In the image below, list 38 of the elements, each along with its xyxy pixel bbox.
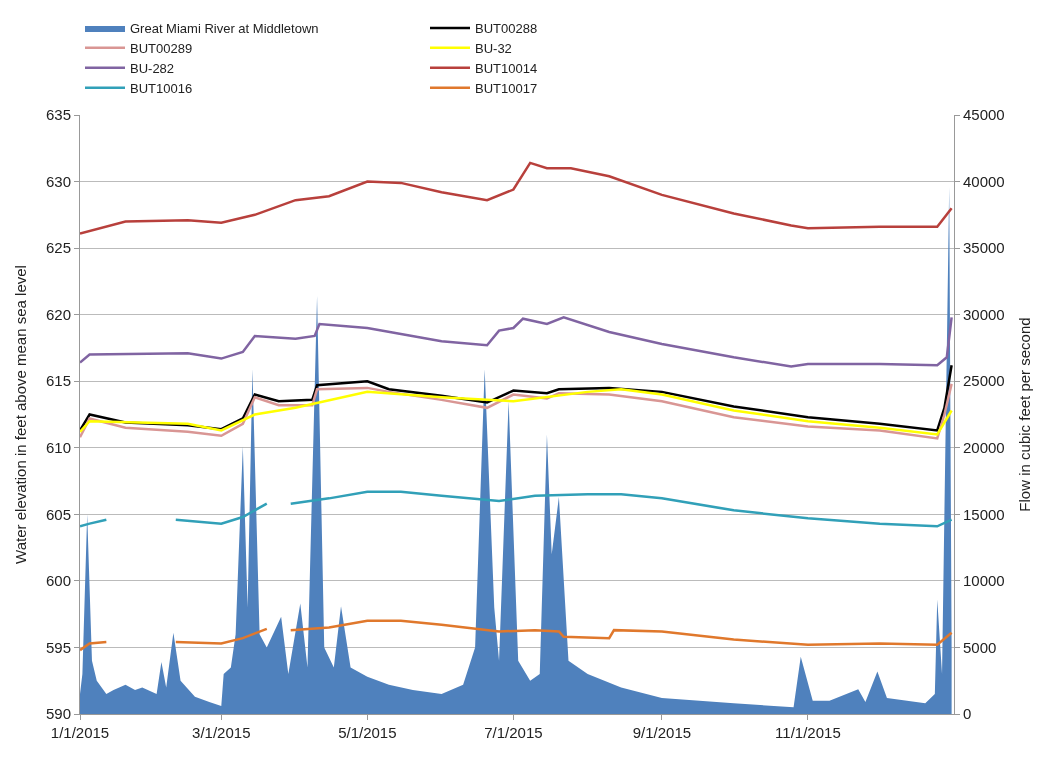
y2-tick-label: 40000 <box>963 172 1005 190</box>
line-series <box>80 316 953 368</box>
legend-label: BUT10016 <box>130 80 193 96</box>
x-tick-label: 9/1/2015 <box>632 724 692 741</box>
y2-tick-label: 30000 <box>963 305 1005 323</box>
y-tick-label: 635 <box>45 106 71 124</box>
y2-tick-label: 10000 <box>963 572 1005 590</box>
legend-label: BUT10017 <box>475 80 538 96</box>
y2-tick-label: 15000 <box>963 505 1005 523</box>
x-tick-label: 11/1/2015 <box>775 724 841 741</box>
y-axis-title: Water elevation in feet above mean sea level <box>12 265 30 564</box>
y2-tick-label: 5000 <box>963 638 997 656</box>
y-tick-label: 625 <box>45 239 71 257</box>
legend-label: Great Miami River at Middletown <box>130 21 319 37</box>
y2-tick-label: 0 <box>963 705 972 723</box>
x-tick-label: 3/1/2015 <box>192 724 251 741</box>
legend-label: BU-32 <box>475 40 512 56</box>
y2-axis-title: Flow in cubic feet per second <box>1015 317 1033 512</box>
x-tick-label: 1/1/2015 <box>50 724 110 741</box>
y-tick-label: 600 <box>45 572 71 590</box>
y-tick-label: 620 <box>45 305 71 323</box>
legend-label: BUT10014 <box>475 60 538 76</box>
x-tick-label: 7/1/2015 <box>484 724 543 741</box>
y-tick-label: 605 <box>45 505 71 523</box>
y2-tick-label: 25000 <box>963 372 1005 390</box>
legend-label: BUT00288 <box>475 21 538 37</box>
y-tick-label: 615 <box>45 372 71 390</box>
y2-tick-label: 20000 <box>963 439 1005 457</box>
legend-label: BU-282 <box>130 60 175 76</box>
line-series <box>80 161 953 235</box>
y2-tick-label: 35000 <box>963 239 1005 257</box>
y-tick-label: 630 <box>45 172 71 190</box>
legend-label: BUT00289 <box>130 40 193 56</box>
y-tick-label: 595 <box>45 638 71 656</box>
y-tick-label: 610 <box>45 439 71 457</box>
y2-tick-label: 45000 <box>963 106 1005 124</box>
y-tick-label: 590 <box>45 705 71 723</box>
x-tick-label: 5/1/2015 <box>338 724 397 741</box>
